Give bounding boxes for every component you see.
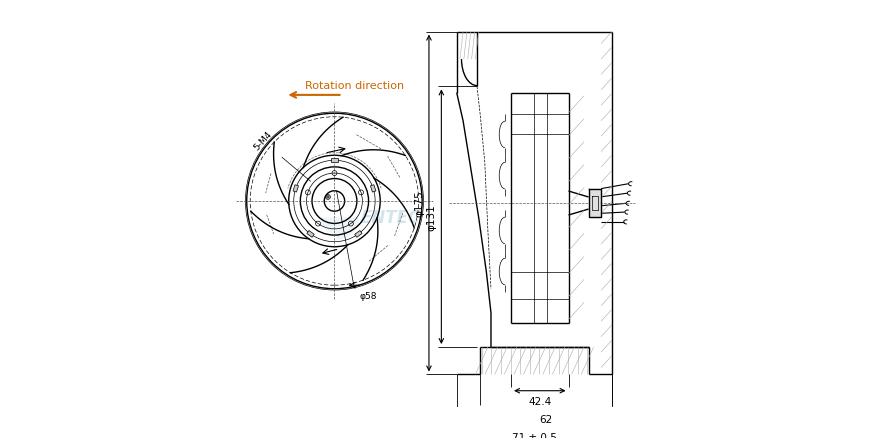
Bar — [370, 185, 376, 193]
Text: 62: 62 — [539, 414, 553, 424]
Text: Rotation direction: Rotation direction — [305, 81, 404, 90]
Bar — [354, 231, 362, 238]
Polygon shape — [588, 190, 601, 217]
Text: φ131: φ131 — [426, 204, 437, 230]
Wedge shape — [320, 218, 337, 234]
Bar — [332, 159, 338, 163]
Wedge shape — [337, 218, 359, 240]
Text: φ58: φ58 — [360, 292, 377, 300]
Circle shape — [327, 196, 329, 199]
Text: ENTEC: ENTEC — [361, 209, 421, 227]
Text: 5-M4: 5-M4 — [252, 129, 274, 152]
Bar — [307, 231, 314, 238]
Text: φ175: φ175 — [414, 190, 424, 217]
Text: 42.4: 42.4 — [528, 396, 552, 406]
Text: 71 ± 0.5: 71 ± 0.5 — [512, 432, 557, 438]
Bar — [293, 185, 298, 193]
